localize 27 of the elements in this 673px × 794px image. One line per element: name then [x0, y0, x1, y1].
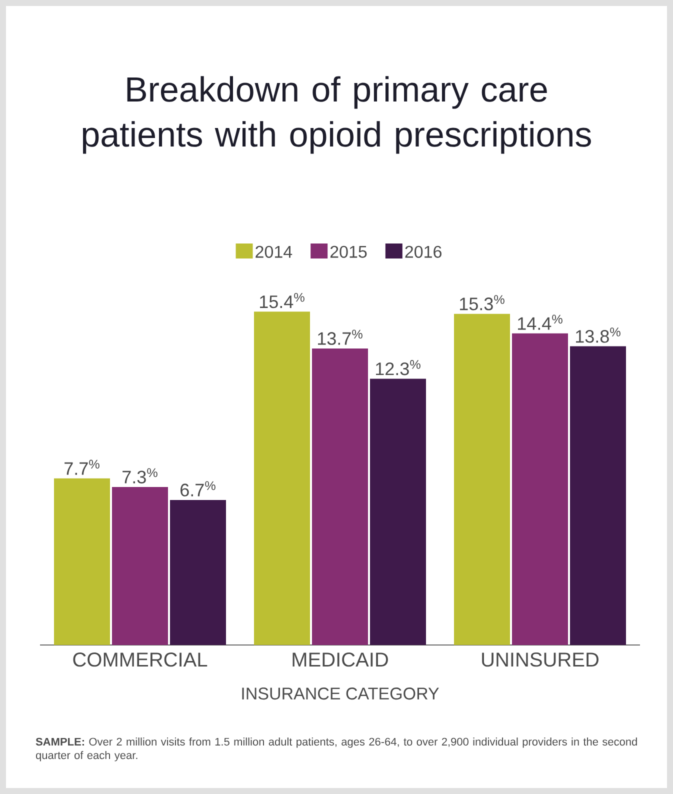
bar [312, 348, 368, 645]
data-label: 14.4$^{%}$ [518, 314, 562, 330]
data-label: 13.8$^{%}$ [576, 328, 620, 343]
legend-label: 2016 [405, 246, 442, 258]
x-tick-label: COMMERCIAL [73, 652, 208, 667]
text: SAMPLE: Over 2 million visits from 1.5 million adult patients, ages 26-64, to over 2,900 individual providers in the second quarter of each year. [36, 738, 637, 762]
data-label: 12.3$^{%}$ [376, 360, 420, 376]
bar [254, 312, 310, 645]
chart-title: Breakdown of primary care patients with opioid prescriptions [82, 76, 591, 154]
data-label: 15.3$^{%}$ [460, 295, 504, 310]
bar [512, 333, 568, 645]
bar [454, 314, 510, 645]
bar [370, 378, 426, 645]
legend-label: 2015 [330, 246, 367, 258]
x-tick-label: MEDICAID [292, 652, 388, 667]
bar [570, 346, 626, 645]
data-label: 13.7$^{%}$ [318, 330, 362, 345]
data-label: 6.7$^{%}$ [180, 481, 216, 496]
legend-label: 2014 [256, 246, 292, 258]
bar [170, 500, 226, 645]
bar [54, 478, 110, 645]
data-label: 7.7$^{%}$ [64, 460, 100, 475]
x-tick-label: UNINSURED [482, 652, 598, 667]
x-axis-title: INSURANCE CATEGORY [242, 688, 439, 700]
bar [112, 486, 168, 645]
data-label: 7.3$^{%}$ [122, 468, 158, 484]
data-label: 15.4$^{%}$ [260, 292, 304, 308]
